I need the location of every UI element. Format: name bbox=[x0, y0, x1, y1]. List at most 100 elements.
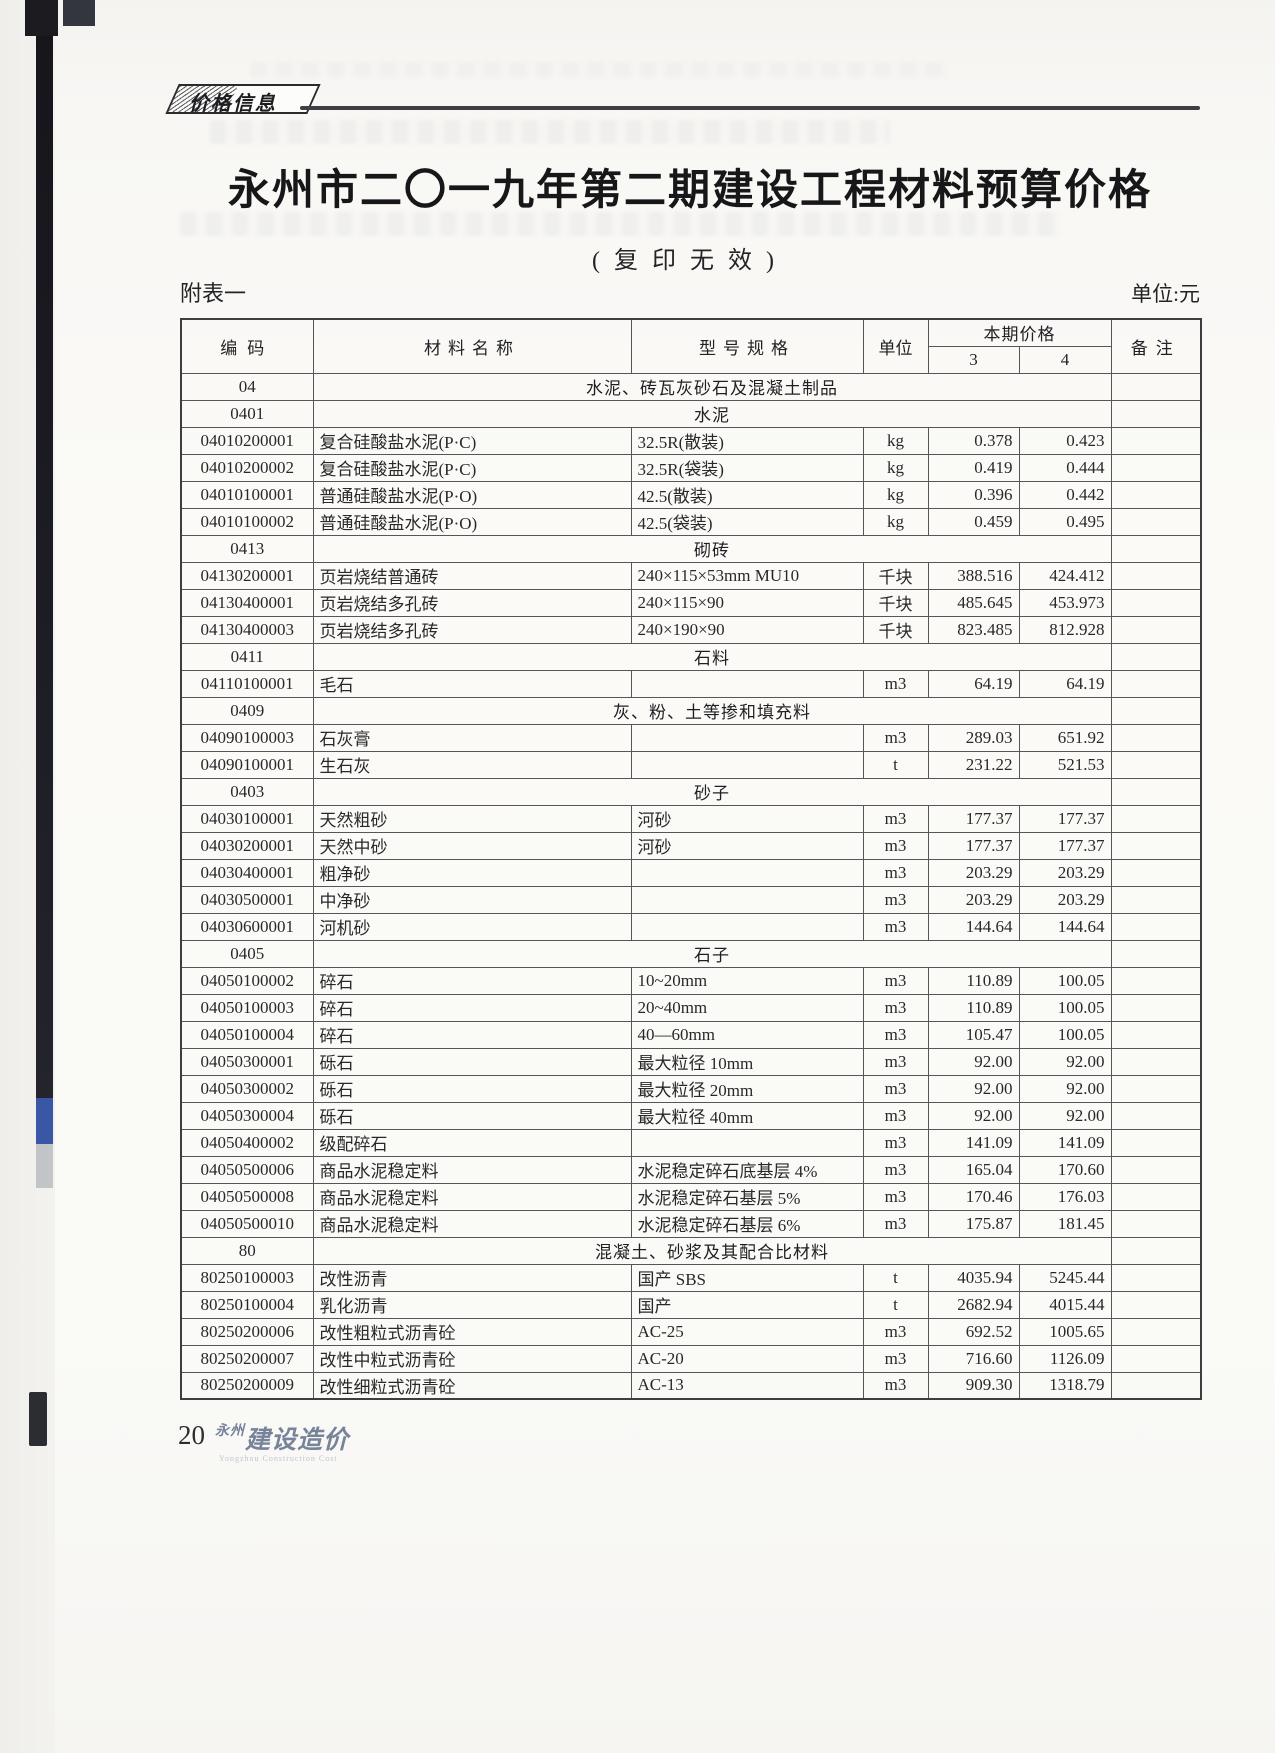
cell-section-code: 04 bbox=[180, 372, 314, 401]
cell-remark bbox=[1110, 1155, 1202, 1184]
cell-name: 天然中砂 bbox=[312, 831, 632, 860]
header-price-group: 本期价格 bbox=[927, 318, 1112, 347]
cell-price-4: 177.37 bbox=[1018, 831, 1112, 860]
cell-name: 商品水泥稳定料 bbox=[312, 1209, 632, 1238]
binding-bar-fade bbox=[36, 1144, 53, 1188]
cell-spec: 42.5(散装) bbox=[630, 480, 864, 509]
cell-name: 普通硅酸盐水泥(P·O) bbox=[312, 507, 632, 536]
table-row: 04030400001 粗净砂 m3 203.29 203.29 bbox=[180, 858, 1202, 887]
cell-code: 04130200001 bbox=[180, 561, 314, 590]
table-row: 80250200006 改性粗粒式沥青砼 AC-25 m3 692.52 1005.65 bbox=[180, 1317, 1202, 1346]
cell-spec: 20~40mm bbox=[630, 993, 864, 1022]
cell-price-4: 453.973 bbox=[1018, 588, 1112, 617]
appendix-label: 附表一 bbox=[180, 281, 247, 306]
cell-unit: kg bbox=[862, 480, 929, 509]
cell-unit: m3 bbox=[862, 1344, 929, 1373]
table-row: 80250100004 乳化沥青 国产 t 2682.94 4015.44 bbox=[180, 1290, 1202, 1319]
cell-remark bbox=[1110, 1074, 1202, 1103]
cell-remark bbox=[1110, 777, 1202, 806]
cell-remark bbox=[1110, 1101, 1202, 1130]
cell-spec bbox=[630, 912, 864, 941]
cell-name: 砾石 bbox=[312, 1101, 632, 1130]
cell-unit: m3 bbox=[862, 966, 929, 995]
cell-price-4: 203.29 bbox=[1018, 858, 1112, 887]
cell-price-3: 64.19 bbox=[927, 669, 1020, 698]
cell-price-3: 2682.94 bbox=[927, 1290, 1020, 1319]
cell-code: 04050300001 bbox=[180, 1047, 314, 1076]
cell-section-code: 0401 bbox=[180, 399, 314, 428]
table-row: 04050400002 级配碎石 m3 141.09 141.09 bbox=[180, 1128, 1202, 1157]
cell-code: 80250200009 bbox=[180, 1371, 314, 1400]
cell-price-4: 92.00 bbox=[1018, 1047, 1112, 1076]
cell-remark bbox=[1110, 1128, 1202, 1157]
cell-section-code: 0405 bbox=[180, 939, 314, 968]
cell-price-4: 812.928 bbox=[1018, 615, 1112, 644]
logo-subtext: Yongzhou Construction Cost bbox=[219, 1454, 338, 1463]
table-row: 04010200002 复合硅酸盐水泥(P·C) 32.5R(袋装) kg 0.419 0… bbox=[180, 453, 1202, 482]
cell-spec: 国产 bbox=[630, 1290, 864, 1319]
table-section-row: 0403 砂子 bbox=[180, 777, 1202, 806]
cell-section-code: 0403 bbox=[180, 777, 314, 806]
cell-code: 04050300002 bbox=[180, 1074, 314, 1103]
cell-remark bbox=[1110, 858, 1202, 887]
cell-spec bbox=[630, 750, 864, 779]
cell-price-3: 177.37 bbox=[927, 831, 1020, 860]
header-col3: 3 bbox=[927, 345, 1020, 374]
cell-unit: m3 bbox=[862, 723, 929, 752]
table-section-row: 0409 灰、粉、土等掺和填充料 bbox=[180, 696, 1202, 725]
cell-remark bbox=[1110, 1020, 1202, 1049]
header-spec: 型号规格 bbox=[630, 318, 864, 374]
cell-spec: AC-25 bbox=[630, 1317, 864, 1346]
cell-price-3: 175.87 bbox=[927, 1209, 1020, 1238]
cell-price-3: 92.00 bbox=[927, 1074, 1020, 1103]
binding-bar-blue-segment bbox=[36, 1098, 53, 1144]
cell-code: 04010200002 bbox=[180, 453, 314, 482]
table-row: 04090100001 生石灰 t 231.22 521.53 bbox=[180, 750, 1202, 779]
cell-remark bbox=[1110, 1317, 1202, 1346]
cell-unit: m3 bbox=[862, 831, 929, 860]
cell-code: 04050400002 bbox=[180, 1128, 314, 1157]
table-section-row: 80 混凝土、砂浆及其配合比材料 bbox=[180, 1236, 1202, 1265]
logo-main: 建设造价 bbox=[245, 1427, 350, 1454]
table-section-row: 04 水泥、砖瓦灰砂石及混凝土制品 bbox=[180, 372, 1202, 401]
cell-name: 石灰膏 bbox=[312, 723, 632, 752]
cell-name: 河机砂 bbox=[312, 912, 632, 941]
cell-code: 80250200006 bbox=[180, 1317, 314, 1346]
cell-price-3: 388.516 bbox=[927, 561, 1020, 590]
cell-remark bbox=[1110, 399, 1202, 428]
scan-edge-mark bbox=[29, 1392, 47, 1446]
cell-spec: 最大粒径 40mm bbox=[630, 1101, 864, 1130]
cell-code: 04050300004 bbox=[180, 1101, 314, 1130]
cell-code: 04130400001 bbox=[180, 588, 314, 617]
cell-remark bbox=[1110, 642, 1202, 671]
cell-price-3: 203.29 bbox=[927, 885, 1020, 914]
cell-spec: 水泥稳定碎石基层 5% bbox=[630, 1182, 864, 1211]
table-row: 80250100003 改性沥青 国产 SBS t 4035.94 5245.44 bbox=[180, 1263, 1202, 1292]
cell-price-3: 110.89 bbox=[927, 993, 1020, 1022]
cell-price-3: 485.645 bbox=[927, 588, 1020, 617]
cell-spec: 最大粒径 10mm bbox=[630, 1047, 864, 1076]
cell-price-4: 170.60 bbox=[1018, 1155, 1112, 1184]
cell-remark bbox=[1110, 1371, 1202, 1400]
cell-section-title: 石料 bbox=[312, 642, 1112, 671]
table-row: 80250200009 改性细粒式沥青砼 AC-13 m3 909.30 1318.79 bbox=[180, 1371, 1202, 1400]
cell-spec bbox=[630, 885, 864, 914]
cell-code: 04110100001 bbox=[180, 669, 314, 698]
cell-remark bbox=[1110, 1047, 1202, 1076]
page-subtitle: (复印无效) bbox=[592, 248, 788, 274]
cell-spec: 32.5R(散装) bbox=[630, 426, 864, 455]
cell-name: 级配碎石 bbox=[312, 1128, 632, 1157]
cell-section-title: 砌砖 bbox=[312, 534, 1112, 563]
table-row: 04030500001 中净砂 m3 203.29 203.29 bbox=[180, 885, 1202, 914]
cell-unit: m3 bbox=[862, 858, 929, 887]
cell-price-3: 110.89 bbox=[927, 966, 1020, 995]
cell-spec: AC-20 bbox=[630, 1344, 864, 1373]
table-row: 04050100003 碎石 20~40mm m3 110.89 100.05 bbox=[180, 993, 1202, 1022]
header-rule bbox=[300, 106, 1200, 110]
cell-price-3: 0.378 bbox=[927, 426, 1020, 455]
cell-price-3: 170.46 bbox=[927, 1182, 1020, 1211]
cell-name: 天然粗砂 bbox=[312, 804, 632, 833]
cell-unit: m3 bbox=[862, 1317, 929, 1346]
price-table: 编码 材料名称 型号规格 单位 本期价格 备注 3 4 04 水泥、砖瓦灰砂石及混… bbox=[180, 318, 1202, 1400]
table-row: 04130400001 页岩烧结多孔砖 240×115×90 千块 485.645 453… bbox=[180, 588, 1202, 617]
